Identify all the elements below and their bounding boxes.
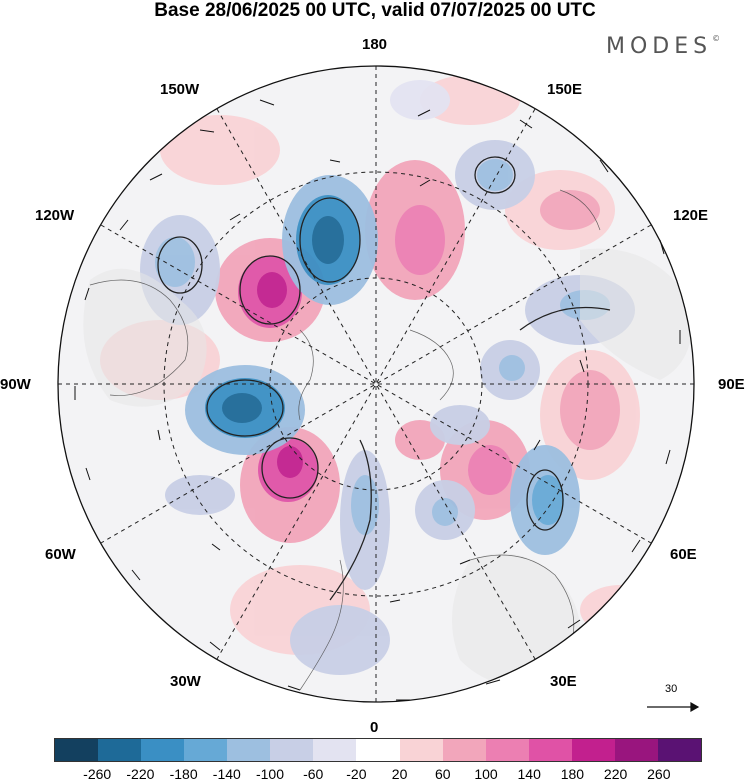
colorbar-swatch xyxy=(227,739,271,761)
colorbar-swatch xyxy=(399,739,443,761)
lon-label-150w: 150W xyxy=(160,81,200,98)
colorbar-swatch xyxy=(55,739,99,761)
colorbar xyxy=(54,738,702,762)
negative-anomalies xyxy=(140,80,635,675)
colorbar-swatch xyxy=(657,739,701,761)
colorbar-tick-label: -140 xyxy=(212,766,241,782)
colorbar-swatch xyxy=(571,739,615,761)
lon-label-120e: 120E xyxy=(673,207,709,224)
lon-label-30e: 30E xyxy=(550,673,577,690)
colorbar-tick-label: -100 xyxy=(255,766,285,782)
wind-scale-arrow xyxy=(647,701,700,713)
lon-label-150e: 150E xyxy=(547,81,583,98)
lon-label-180: 180 xyxy=(362,36,388,53)
colorbar-swatch xyxy=(356,739,400,761)
colorbar-tick-label: -60 xyxy=(303,766,324,782)
wind-scale-value: 30 xyxy=(665,683,678,695)
map-border xyxy=(57,65,695,703)
wind-vectors xyxy=(74,99,681,701)
lon-label-120w: 120W xyxy=(35,207,75,224)
contours xyxy=(157,156,611,601)
colorbar-ticks: -260 -220 -180 -140 -100 -60 -20 20 60 100 140 180 2… xyxy=(0,766,750,783)
colorbar-tick-label: 260 xyxy=(647,766,671,782)
map-title: Base 28/06/2025 00 UTC, valid 07/07/2025… xyxy=(154,0,596,21)
lon-label-60w: 60W xyxy=(45,546,76,563)
colorbar-swatch xyxy=(141,739,185,761)
colorbar-swatch xyxy=(270,739,314,761)
colorbar-swatch xyxy=(485,739,529,761)
colorbar-tick-label: -180 xyxy=(169,766,198,782)
colorbar-swatch xyxy=(313,739,357,761)
colorbar-swatch xyxy=(184,739,228,761)
lon-label-0: 0 xyxy=(370,719,379,736)
colorbar-tick-label: 140 xyxy=(517,766,541,782)
colorbar-tick-label: -20 xyxy=(346,766,367,782)
colorbar-tick-label: 20 xyxy=(391,766,408,782)
land-shading xyxy=(83,248,692,687)
colorbar-swatch xyxy=(442,739,486,761)
lon-label-30w: 30W xyxy=(170,673,201,690)
colorbar-tick-label: 180 xyxy=(560,766,585,782)
graticule xyxy=(58,66,694,702)
lon-label-60e: 60E xyxy=(670,546,697,563)
colorbar-swatch xyxy=(528,739,572,761)
lon-label-90w: 90W xyxy=(0,376,31,393)
colorbar-tick-label: 100 xyxy=(474,766,498,782)
colorbar-swatch xyxy=(98,739,142,761)
colorbar-tick-label: 60 xyxy=(435,766,451,782)
modes-logo: MODES© xyxy=(606,34,721,59)
lon-label-90e: 90E xyxy=(718,376,745,393)
anomaly-field xyxy=(58,66,694,702)
colorbar-tick-label: 220 xyxy=(603,766,628,782)
colorbar-swatch xyxy=(614,739,658,761)
colorbar-tick-label: -220 xyxy=(126,766,155,782)
colorbar-tick-label: -260 xyxy=(83,766,112,782)
